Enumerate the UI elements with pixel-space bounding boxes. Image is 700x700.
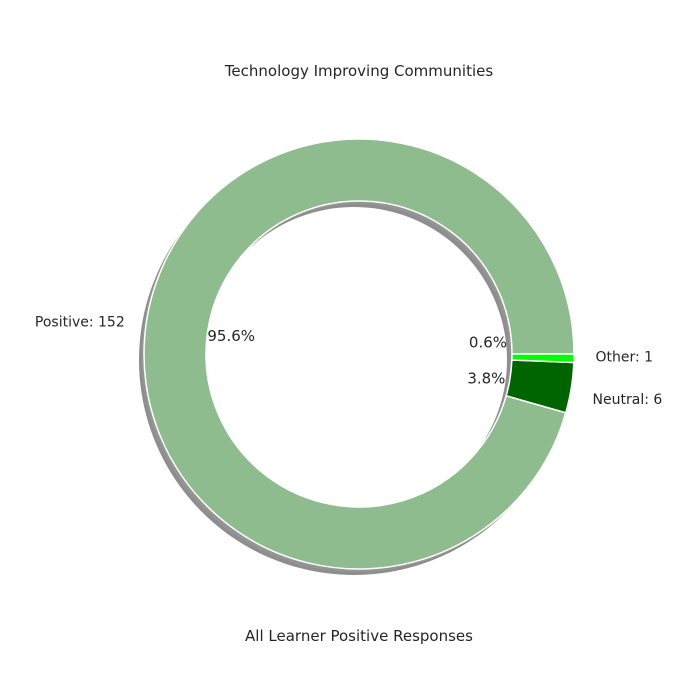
donut-slice-3 — [511, 353, 575, 364]
slice-percent-label: 3.8% — [467, 369, 505, 387]
slice-label: Neutral: 6 — [593, 392, 663, 408]
chart-xlabel: All Learner Positive Responses — [245, 627, 473, 645]
slice-percent-label: 0.6% — [469, 334, 507, 352]
slice-label: Other: 1 — [595, 350, 653, 366]
slice-percent-label: 95.6% — [207, 327, 255, 345]
chart-title: Technology Improving Communities — [224, 62, 494, 80]
slice-label: Positive: 152 — [35, 314, 125, 330]
percent-labels: 95.6% 3.8% 0.6% — [207, 327, 507, 387]
donut-slices — [143, 138, 575, 570]
slice-labels: Positive: 152 Neutral: 6 Other: 1 — [35, 314, 662, 408]
donut-slice-1 — [143, 138, 575, 570]
